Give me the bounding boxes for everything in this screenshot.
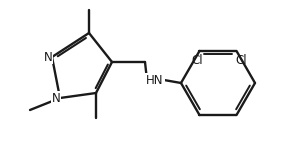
Text: Cl: Cl: [236, 54, 247, 67]
Text: HN: HN: [146, 74, 164, 86]
Text: Cl: Cl: [192, 54, 203, 67]
Text: N: N: [52, 91, 60, 105]
Text: N: N: [43, 51, 52, 64]
